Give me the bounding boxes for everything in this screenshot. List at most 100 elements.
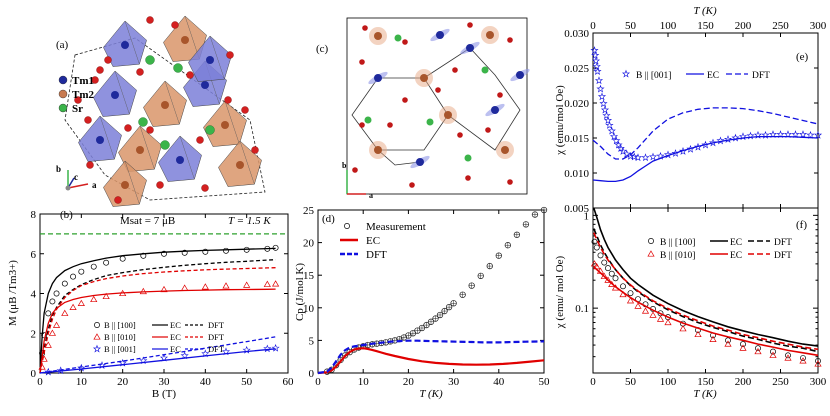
data-point xyxy=(716,136,725,145)
data-point xyxy=(603,116,613,125)
tm2-atom xyxy=(501,146,509,154)
data-point xyxy=(694,330,702,338)
series-line-001-DFT xyxy=(39,336,276,374)
tm-atom xyxy=(121,181,129,189)
axis-b-label: b xyxy=(56,164,61,174)
data-point xyxy=(627,290,634,297)
oxygen-atom xyxy=(435,87,441,93)
series-line-EC xyxy=(592,135,819,183)
legend-dft: DFT xyxy=(208,344,225,354)
data-point xyxy=(597,92,607,101)
data-point xyxy=(601,259,608,266)
series-line-010-EC xyxy=(593,266,819,357)
data-point xyxy=(52,321,61,328)
plot-frame xyxy=(592,32,819,209)
data-point xyxy=(633,153,643,162)
octahedron-edge xyxy=(224,100,240,145)
data-point xyxy=(815,357,821,364)
oxygen-atom xyxy=(146,16,154,24)
data-point xyxy=(604,276,612,283)
data-point xyxy=(607,126,616,135)
oxygen-atom xyxy=(362,25,368,31)
tm2-atom xyxy=(374,146,382,154)
tm2-atom xyxy=(486,31,494,39)
tm-atom xyxy=(121,41,129,49)
oxygen-atom xyxy=(136,68,144,76)
legend-dft: DFT xyxy=(208,320,225,330)
tm-atom xyxy=(201,81,209,89)
octahedron-edge xyxy=(164,80,180,125)
legend-label: Sr xyxy=(72,103,83,115)
legend-marker xyxy=(621,69,631,78)
legend-label: Tm1 xyxy=(72,75,94,87)
sr-atom xyxy=(145,55,155,65)
legend-ec: EC xyxy=(170,344,181,354)
octahedron-edge xyxy=(139,125,155,170)
y-tick-label: 0.1 xyxy=(575,303,589,315)
data-point xyxy=(78,268,85,275)
series-line-100-DFT xyxy=(39,259,276,374)
legend-marker xyxy=(92,344,102,353)
data-point xyxy=(723,135,733,143)
data-point xyxy=(181,249,188,256)
panel-label-b: (b) xyxy=(60,209,73,221)
axis-origin xyxy=(65,185,71,191)
x-tick-label: 200 xyxy=(735,20,752,32)
legend-field: B || [100] xyxy=(660,238,695,248)
data-point xyxy=(800,355,806,361)
legend-field: B || [001] xyxy=(104,344,136,354)
data-point xyxy=(159,353,169,362)
data-point xyxy=(596,84,605,93)
tm1-atom xyxy=(466,44,474,52)
oxygen-atom xyxy=(485,127,491,133)
octahedron-edge xyxy=(209,35,225,80)
oxygen-atom xyxy=(186,71,194,79)
data-point xyxy=(49,298,56,305)
data-point xyxy=(783,130,793,139)
tm-atom xyxy=(96,136,104,144)
data-point xyxy=(263,280,271,287)
legend-field: B || [010] xyxy=(660,251,695,261)
data-point xyxy=(161,250,167,257)
data-point xyxy=(785,352,791,359)
data-point xyxy=(725,337,731,344)
oxygen-atom xyxy=(497,92,503,98)
x-tick-label: 10 xyxy=(76,376,88,388)
data-point xyxy=(593,67,602,76)
data-point xyxy=(201,283,209,290)
y-tick-label: 0.020 xyxy=(564,98,589,110)
data-point xyxy=(201,349,210,358)
oxygen-atom xyxy=(74,96,82,104)
data-point xyxy=(798,130,808,139)
data-point xyxy=(605,121,614,129)
data-point xyxy=(622,149,631,158)
data-point xyxy=(679,325,687,332)
tm1-atom xyxy=(416,158,424,166)
legend-marker xyxy=(58,75,68,85)
y-tick-label: 0.030 xyxy=(564,28,589,40)
legend-ec: EC xyxy=(730,251,742,261)
oxygen-atom xyxy=(201,184,209,192)
axis-b-label: b xyxy=(342,161,347,170)
data-point xyxy=(776,130,785,139)
legend-dft: DFT xyxy=(774,238,792,248)
data-point xyxy=(243,281,251,288)
data-point xyxy=(271,280,280,287)
data-point xyxy=(223,247,229,254)
data-point xyxy=(590,46,599,55)
data-point xyxy=(740,341,746,348)
y-tick-label: 2 xyxy=(31,328,37,340)
axis-a-label: a xyxy=(92,180,97,190)
data-point xyxy=(61,280,68,287)
oxygen-atom xyxy=(409,182,415,188)
oxygen-atom xyxy=(241,106,249,114)
y-axis-label: χ (emu/mol Oe) xyxy=(554,85,566,156)
oxygen-atom xyxy=(224,96,232,104)
x-tick-label: 30 xyxy=(448,376,460,388)
oxygen-atom xyxy=(467,22,473,28)
data-point xyxy=(45,310,52,317)
panel-label-a: (a) xyxy=(56,39,69,51)
oxygen-atom xyxy=(387,122,393,128)
data-point xyxy=(44,341,52,348)
